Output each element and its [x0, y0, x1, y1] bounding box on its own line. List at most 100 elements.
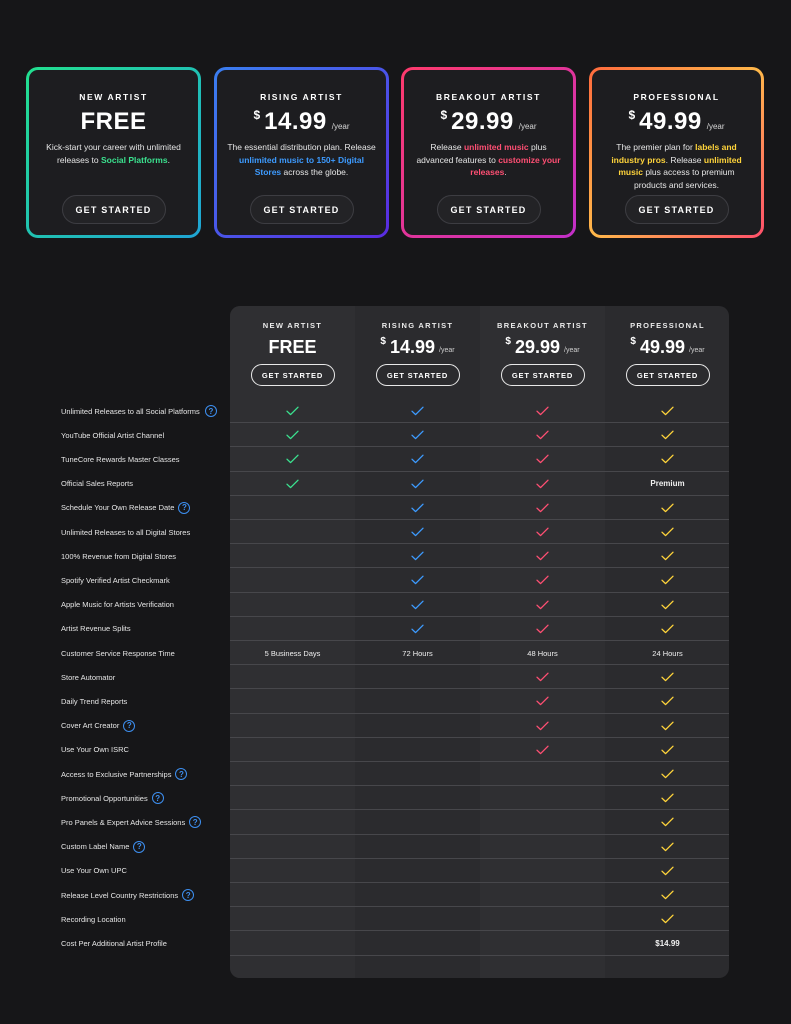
check-icon — [605, 883, 730, 907]
column-price-period: /year — [439, 347, 455, 354]
table-row: Cost Per Additional Artist Profile $14.99 — [0, 931, 791, 956]
column-title: NEW ARTIST — [262, 321, 323, 330]
feature-name: Spotify Verified Artist Checkmark — [61, 568, 226, 592]
highlight-text: Social Platforms — [100, 154, 168, 165]
help-icon[interactable]: ? — [205, 405, 217, 418]
feature-label: Customer Service Response Time — [61, 648, 175, 658]
check-icon — [230, 447, 355, 471]
row-divider — [230, 954, 729, 956]
row-divider — [230, 543, 729, 545]
table-row: Recording Location — [0, 907, 791, 932]
row-divider — [230, 688, 729, 690]
row-divider — [230, 785, 729, 787]
cell-empty — [355, 835, 480, 859]
feature-name: Cover Art Creator? — [61, 714, 226, 738]
row-divider — [230, 615, 729, 617]
feature-name: Schedule Your Own Release Date? — [61, 496, 226, 520]
cell-empty — [480, 883, 605, 907]
check-icon — [605, 786, 730, 810]
cell-empty — [480, 931, 605, 955]
help-icon[interactable]: ? — [123, 719, 136, 732]
cell-empty — [355, 907, 480, 931]
get-started-button-breakout-artist[interactable]: GET STARTED — [436, 195, 541, 224]
check-icon — [605, 568, 730, 592]
table-get-started-button-breakout-artist[interactable]: GET STARTED — [500, 364, 585, 386]
column-price-currency: $ — [380, 336, 386, 347]
help-icon[interactable]: ? — [133, 840, 146, 853]
cell-empty — [480, 786, 605, 810]
table-row: Pro Panels & Expert Advice Sessions? — [0, 810, 791, 835]
row-divider — [230, 857, 729, 859]
table-row: Use Your Own UPC — [0, 859, 791, 883]
feature-name: Promotional Opportunities? — [61, 786, 226, 810]
table-header-rising-artist: RISING ARTIST $ 14.99 /year GET STARTED — [355, 306, 480, 402]
description-text: . — [167, 154, 170, 165]
get-started-button-rising-artist[interactable]: GET STARTED — [249, 195, 354, 224]
column-price-period: /year — [689, 347, 705, 354]
table-row: TuneCore Rewards Master Classes — [0, 447, 791, 472]
plan-price-currency: $ — [628, 108, 636, 122]
cell-empty — [355, 931, 480, 955]
plan-description: Release unlimited music plus advanced fe… — [414, 141, 564, 193]
column-title: BREAKOUT ARTIST — [497, 321, 588, 330]
check-icon — [605, 665, 730, 689]
check-icon — [355, 399, 480, 423]
table-row: Custom Label Name? — [0, 835, 791, 859]
cell-empty — [230, 907, 355, 931]
cell-empty — [230, 835, 355, 859]
table-row: Schedule Your Own Release Date? — [0, 496, 791, 520]
feature-name: Use Your Own ISRC — [61, 738, 226, 762]
get-started-button-new-artist[interactable]: GET STARTED — [61, 195, 166, 224]
help-icon[interactable]: ? — [178, 501, 191, 514]
feature-label: Promotional Opportunities — [61, 793, 148, 803]
feature-label: Spotify Verified Artist Checkmark — [61, 575, 170, 585]
plan-description: The essential distribution plan. Release… — [227, 141, 377, 193]
feature-label: Daily Trend Reports — [61, 696, 128, 706]
column-title: PROFESSIONAL — [630, 321, 705, 330]
help-icon[interactable]: ? — [182, 889, 195, 902]
table-get-started-button-new-artist[interactable]: GET STARTED — [250, 364, 335, 386]
cell-empty — [355, 689, 480, 713]
check-icon — [480, 423, 605, 447]
cell-empty — [230, 738, 355, 762]
plan-price-amount: 49.99 — [639, 108, 702, 135]
help-icon[interactable]: ? — [175, 768, 188, 781]
table-row: Spotify Verified Artist Checkmark — [0, 568, 791, 593]
row-divider — [230, 422, 729, 424]
check-icon — [480, 665, 605, 689]
feature-name: Custom Label Name? — [61, 835, 226, 859]
table-row: Store Automator — [0, 665, 791, 690]
row-divider — [230, 712, 729, 714]
feature-label: TuneCore Rewards Master Classes — [61, 454, 180, 464]
plan-cards: NEW ARTIST FREE Kick-start your career w… — [26, 67, 764, 238]
feature-name: Apple Music for Artists Verification — [61, 593, 226, 617]
table-row: 100% Revenue from Digital Stores — [0, 544, 791, 569]
description-text: plus advanced features to — [416, 142, 547, 165]
check-icon — [355, 520, 480, 544]
highlight-text: labels and industry pros — [611, 142, 737, 165]
table-row: Use Your Own ISRC — [0, 738, 791, 762]
row-divider — [230, 664, 729, 666]
check-icon — [605, 689, 730, 713]
description-text: Kick-start your career with unlimited re… — [46, 142, 181, 165]
cell-empty — [230, 617, 355, 641]
table-row: Daily Trend Reports — [0, 689, 791, 714]
feature-label: YouTube Official Artist Channel — [61, 430, 165, 440]
table-get-started-button-rising-artist[interactable]: GET STARTED — [375, 364, 460, 386]
plan-price-currency: $ — [253, 108, 261, 122]
row-divider — [230, 518, 729, 520]
row-divider — [230, 760, 729, 762]
help-icon[interactable]: ? — [189, 816, 202, 829]
cell-value: 5 Business Days — [264, 648, 321, 658]
table-row: Artist Revenue Splits — [0, 617, 791, 641]
table-get-started-button-professional[interactable]: GET STARTED — [625, 364, 710, 386]
help-icon[interactable]: ? — [151, 792, 164, 805]
check-icon — [605, 859, 730, 883]
check-icon — [355, 423, 480, 447]
cell-empty — [480, 907, 605, 931]
get-started-button-professional[interactable]: GET STARTED — [624, 195, 729, 224]
highlight-text: unlimited music — [618, 154, 742, 178]
description-text: . Release — [665, 154, 704, 165]
column-price-amount: 14.99 — [389, 337, 436, 357]
check-icon — [355, 447, 480, 471]
